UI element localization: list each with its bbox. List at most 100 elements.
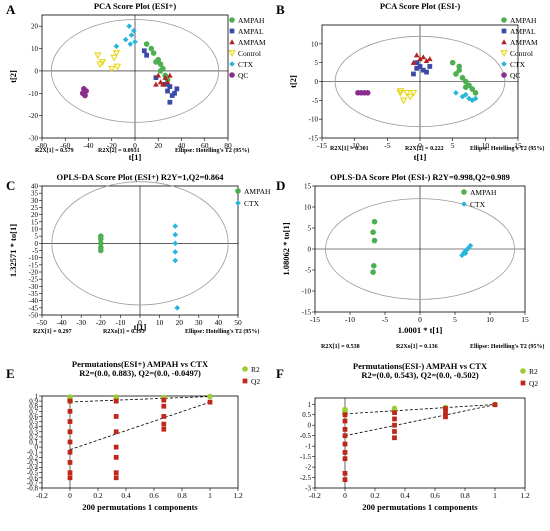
panel-b-legend-label: Control [510,49,533,58]
panel-e-ytick-label: 0.1 [29,439,38,447]
panel-a-point-ampal [172,90,177,96]
panel-b-legend-marker [501,28,507,34]
panel-e-ytick-label: 0.4 [29,423,38,431]
panel-e-ytick-label: 0.7 [29,408,38,416]
panel-c-footer-text: R2Xo[1] = 0.193 [103,329,145,335]
panel-f-point-q2 [392,416,397,422]
panel-d-footer-text: R2Xo[1] = 0.136 [396,344,438,350]
panel-e-legend-marker [242,378,248,384]
panel-e-xlabel: 200 permutations 1 components [82,502,198,512]
panel-f-ytick-label: 0.5 [302,411,311,419]
panel-d-legend-label: AMPAH [470,188,497,197]
panel-e-point-q2 [113,398,119,404]
panel-d-footer-text: Ellipse: Hotelling's T2 (95%) [470,343,544,350]
panel-c-ytick-label: -45 [29,304,39,312]
panel-f-subtitle: R2=(0.0, 0.543), Q2=(0.0, -0.502) [361,370,479,380]
panel-d-xtick-label: -5 [382,315,388,324]
panel-b-point-control [399,97,408,105]
panel-e-ytick-label: 1 [35,393,39,401]
panel-b-point-ampam [427,56,433,62]
panel-b-legend-marker [501,61,507,67]
panel-d-point-ctx [459,252,465,259]
panel-e-ytick-label: -0.2 [27,454,39,462]
panel-c-ytick-label: 25 [31,204,39,212]
panel-b-legend-marker [500,50,508,58]
panel-c-xlabel: t[1] [134,322,147,332]
panel-a-footer-text: R2X[2] = 0.0931 [98,148,140,154]
panel-e-point-q2 [161,397,167,403]
panel-b-point-ampam [410,59,417,65]
panel-a-point-ampal [174,86,180,92]
panel-a-ytick-label: 0 [35,67,39,75]
panel-a-xtick-label: 40 [178,141,186,150]
panel-b-point-ampal [420,67,426,73]
panel-b-point-ampah [449,59,456,66]
panel-f-ytick-label: 1 [308,401,312,409]
panel-a-point-ampal [167,84,173,89]
panel-c-point-ampah [98,236,104,242]
panel-c-xtick-label: -30 [76,318,86,327]
panel-c-xtick-label: -50 [37,318,47,327]
panel-e-subtitle: R2=(0.0, 0.883), Q2=(0.0, -0.0497) [79,368,201,378]
panel-b-footer-text: R2X[1] = 0.301 [330,146,369,152]
panel-e-point-q2 [67,398,73,404]
panel-b-legend-marker [501,72,507,78]
panel-b-ytick-label: -10 [309,116,319,124]
panel-c-point-ctx [172,223,179,229]
panel-b-point-control [403,89,411,97]
panel-a-point-control [96,61,104,69]
panel-d-point-ampah [370,229,376,235]
panel-f-point-q2 [342,412,348,418]
panel-c-legend-label: AMPAH [244,187,271,196]
panel-e-xtick-label: 0.6 [149,491,159,500]
panel-f-legend-label: Q2 [529,379,538,388]
panel-d-ytick-label: 10 [304,204,312,212]
panel-e-ytick-label: 0 [35,444,39,452]
panel-b-point-ampam [420,54,427,60]
panel-a-ytick-label: -30 [29,135,39,143]
panel-f-point-q2 [342,450,348,455]
panel-e-ytick-label: -0.1 [27,449,39,457]
panel-b-legend-label: QC [510,71,520,80]
panel-f-frame [314,397,526,489]
panel-a-xlabel: t[1] [129,152,142,162]
panel-b-title: PCA Score Plot (ESI-) [380,1,461,11]
panel-a-xtick-label: 80 [224,141,232,150]
panel-c-ytick-label: 20 [31,211,39,219]
panel-e-point-q2 [113,429,119,435]
panel-b-point-ampah [456,67,463,73]
panel-b-point-ampal [424,69,429,75]
panel-c-point-ctx [172,231,179,238]
panel-b-hotelling-ellipse [334,35,506,128]
panel-c-legend-label: CTX [244,199,260,208]
panel-c-ytick-label: -25 [29,276,39,284]
panel-c-ytick-label: -50 [29,312,39,320]
panel-f-point-q2 [443,414,448,420]
panel-c-footer-text: Ellipse: Hotelling's T2 (95%) [185,328,259,335]
panel-c-xtick-label: 40 [215,318,223,327]
panel-f-ytick-label: -3 [305,485,311,493]
panel-f-legend-label: R2 [529,367,538,376]
panel-d-xtick-label: -15 [310,315,320,324]
panel-a-xtick-label: -80 [37,141,47,150]
panel-b-point-qc [364,90,371,96]
panel-f-regression-q2 [344,404,496,437]
panel-e-point-q2 [67,429,73,435]
panel-e-point-q2 [161,403,167,409]
panel-e-xtick-label: 1.2 [233,491,243,500]
panel-e-ytick-label: 0.3 [29,428,38,436]
panel-d-xtick-label: -10 [345,315,355,324]
panel-a-point-ampam [167,72,173,78]
panel-c-ytick-label: -30 [29,283,39,291]
panel-f-point-q2 [342,427,348,432]
panel-b-legend-label: AMPAL [510,27,536,36]
panel-c-xtick-label: 20 [175,318,183,327]
panel-d-ytick-label: -15 [302,309,312,317]
panel-f-xlabel: 200 permutations 1 components [362,502,478,512]
panel-a-letter: A [6,2,16,17]
panel-f-regression-r2 [344,404,496,415]
panel-e-xtick-label: -0.2 [36,491,48,500]
panel-b-point-ampah [469,86,476,92]
panel-c-xtick-label: 50 [234,318,242,327]
panel-f-xtick-label: 1 [493,491,497,500]
